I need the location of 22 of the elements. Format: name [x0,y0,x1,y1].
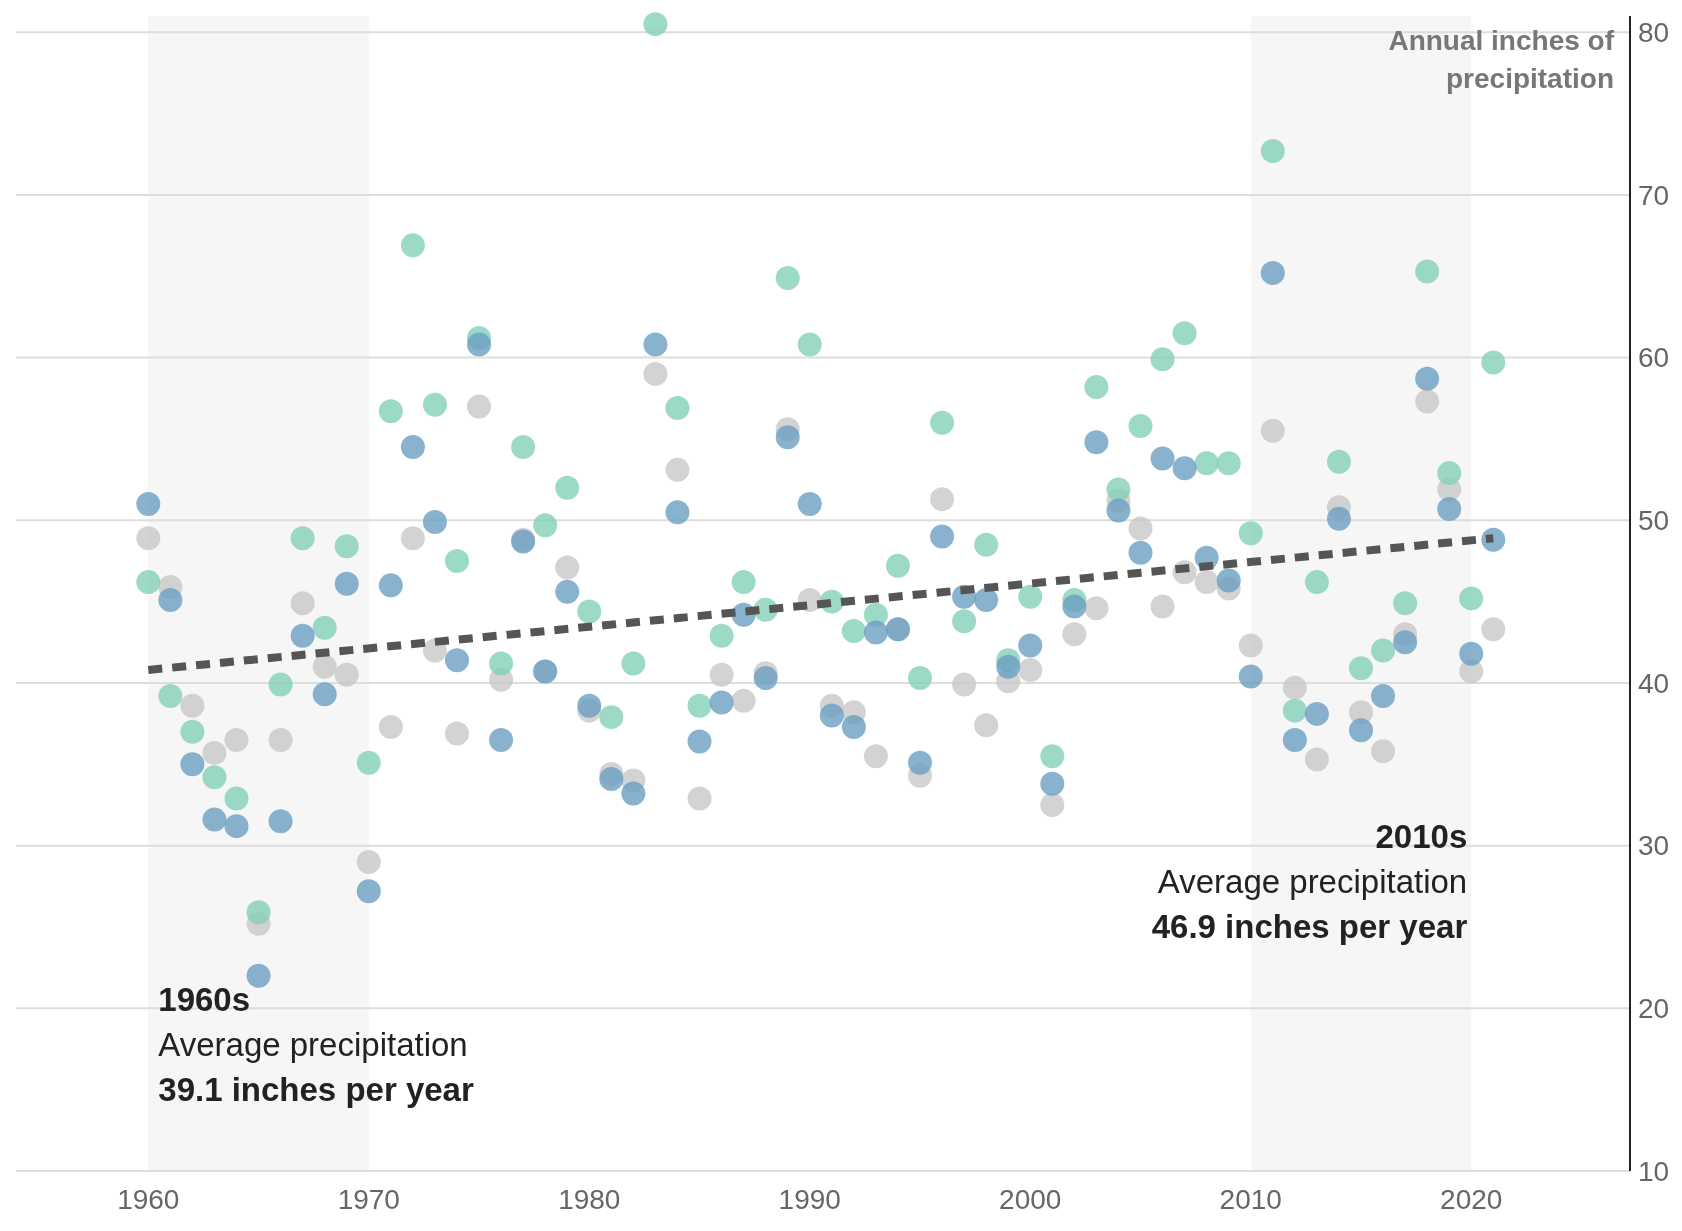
x-tick-label: 1990 [778,1184,841,1215]
y-tick-label: 20 [1638,993,1670,1025]
annotation: Average precipitation [158,1026,468,1063]
annotation: 1960s [158,981,251,1018]
annotation: 2010s [1375,818,1468,855]
y-tick-label: 70 [1638,179,1670,211]
y-tick-label: 50 [1638,505,1670,537]
y-tick-label: 40 [1638,667,1670,699]
annotation: Average precipitation [1157,863,1468,900]
x-tick-label: 1980 [558,1184,621,1215]
y-tick-label: 30 [1638,830,1670,862]
y-tick-label: 10 [1638,1155,1670,1187]
x-tick-label: 2000 [999,1184,1062,1215]
y-axis-title: Annual inches of precipitation [1388,25,1615,94]
y-tick-label: 60 [1638,342,1670,374]
x-tick-label: 1960 [117,1184,180,1215]
x-tick-label: 1970 [337,1184,400,1215]
x-tick-label: 2020 [1440,1184,1503,1215]
annotation: 39.1 inches per year [158,1071,474,1108]
y-tick-label: 80 [1638,17,1670,49]
annotation: 46.9 inches per year [1151,908,1468,945]
x-tick-label: 2010 [1219,1184,1282,1215]
